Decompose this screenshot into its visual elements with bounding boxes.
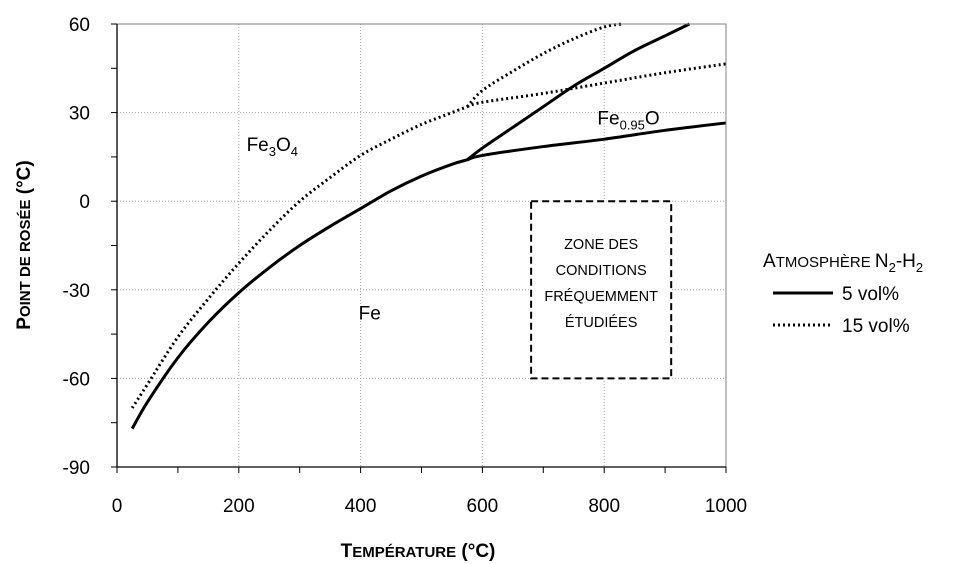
- y-tick-label: 60: [69, 15, 90, 36]
- x-tick-label: 200: [223, 496, 255, 517]
- zone-box: [530, 200, 673, 380]
- series-line-5vol-fe-feo: [466, 121, 727, 162]
- x-tick-label: 400: [345, 496, 377, 517]
- phase-label: Fe3O4: [247, 135, 298, 159]
- series-line-5vol-fe-boundary: [130, 158, 468, 430]
- legend-title: ATMOSPHÈRE N2-H2: [763, 251, 923, 275]
- x-tick-label: 600: [467, 496, 499, 517]
- y-tick-label: 30: [69, 104, 90, 125]
- phase-label: Fe0.95O: [597, 108, 659, 132]
- series-line-5vol-feo-fe3o4: [466, 22, 691, 162]
- legend: ATMOSPHÈRE N2-H2 5 vol% 15 vol%: [763, 251, 923, 337]
- legend-label-5vol: 5 vol%: [842, 284, 899, 305]
- zone-label-line: CONDITIONS: [556, 263, 647, 279]
- x-tick-label: 1000: [705, 496, 747, 517]
- zone-label-line: ZONE DES: [564, 237, 638, 253]
- y-tick-label: -90: [63, 458, 90, 479]
- series-line-15vol-fe-feo: [466, 62, 727, 109]
- legend-label-15vol: 15 vol%: [842, 316, 910, 337]
- y-tick-label: -60: [63, 369, 90, 390]
- x-tick-label: 800: [588, 496, 620, 517]
- phase-label: Fe: [359, 303, 381, 324]
- zone-label-line: FRÉQUEMMENT: [544, 288, 658, 305]
- series-line-15vol-fe-boundary: [130, 105, 468, 409]
- y-tick-label: 0: [79, 192, 90, 213]
- zone-label-line: ÉTUDIÉES: [565, 314, 638, 331]
- series-lines: [130, 22, 727, 430]
- x-tick-label: 0: [112, 496, 123, 517]
- x-axis-title: TEMPÉRATURE (°C): [341, 541, 496, 562]
- conditions-zone: ZONE DES CONDITIONS FRÉQUEMMENT ÉTUDIÉES: [530, 200, 673, 380]
- y-axis-title: POINT DE ROSÉE (°C): [14, 160, 35, 329]
- series-line-15vol-feo-fe3o4: [466, 22, 623, 108]
- ticks: 0 200 400 600 800 1000 -90 -60 -30 0 30 60: [63, 15, 748, 517]
- y-tick-label: -30: [63, 281, 90, 302]
- phase-labels: Fe Fe3O4 Fe0.95O: [247, 108, 660, 324]
